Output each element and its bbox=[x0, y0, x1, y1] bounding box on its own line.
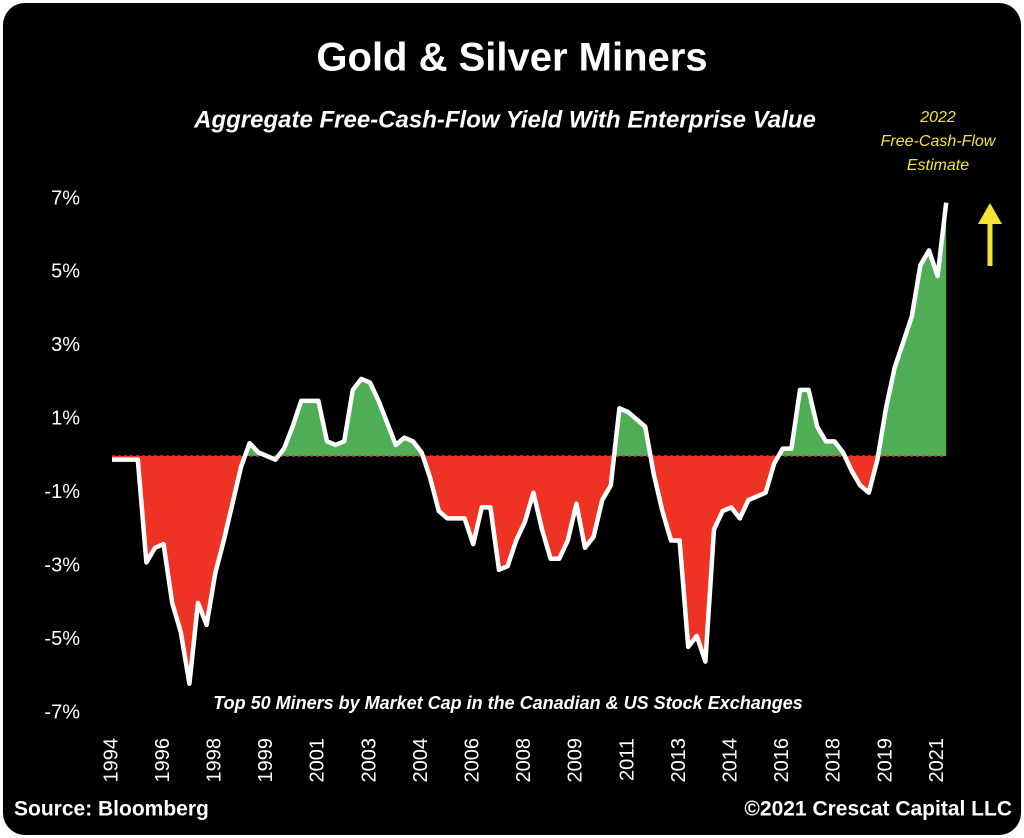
x-tick-label: 1999 bbox=[255, 738, 277, 783]
y-tick-label: 3% bbox=[51, 334, 80, 356]
x-tick-label: 2008 bbox=[513, 738, 535, 783]
x-tick-label: 2004 bbox=[410, 738, 432, 783]
y-tick-label: 7% bbox=[51, 187, 80, 209]
x-tick-label: 2006 bbox=[461, 738, 483, 783]
y-tick-label: 5% bbox=[51, 261, 80, 283]
x-tick-label: 2014 bbox=[719, 738, 741, 783]
source: Source: Bloomberg bbox=[14, 798, 209, 821]
x-tick-label: 2003 bbox=[358, 738, 380, 783]
y-tick-label: -5% bbox=[44, 628, 80, 650]
chart-subtitle: Aggregate Free-Cash-Flow Yield With Ente… bbox=[193, 106, 816, 133]
y-tick-label: -3% bbox=[44, 554, 80, 576]
line bbox=[112, 202, 949, 686]
y-tick-label: -1% bbox=[44, 481, 80, 503]
y-tick-label: 1% bbox=[51, 408, 80, 430]
x-tick-label: 2021 bbox=[926, 738, 948, 783]
note: Top 50 Miners by Market Cap in the Canad… bbox=[213, 693, 802, 713]
y-tick-label: -7% bbox=[44, 701, 80, 723]
x-tick-label: 2013 bbox=[668, 738, 690, 783]
annotation: 2022 bbox=[919, 109, 956, 126]
chart-title: Gold & Silver Miners bbox=[316, 36, 707, 80]
annotation: Estimate bbox=[907, 157, 969, 174]
arrow bbox=[978, 203, 1002, 266]
x-tick-label: 2016 bbox=[771, 738, 793, 783]
annotation: Free-Cash-Flow bbox=[881, 133, 997, 150]
x-tick-label: 2019 bbox=[874, 738, 896, 783]
background bbox=[3, 3, 1021, 835]
x-tick-label: 2009 bbox=[565, 738, 587, 783]
x-tick-label: 1996 bbox=[152, 738, 174, 783]
x-tick-label: 2018 bbox=[823, 738, 845, 783]
x-tick-label: 2011 bbox=[616, 738, 638, 781]
x-tick-label: 1994 bbox=[100, 738, 122, 783]
x-tick-label: 2001 bbox=[307, 738, 329, 783]
x-tick-label: 1998 bbox=[203, 738, 225, 783]
copyright: ©2021 Crescat Capital LLC bbox=[744, 798, 1012, 821]
